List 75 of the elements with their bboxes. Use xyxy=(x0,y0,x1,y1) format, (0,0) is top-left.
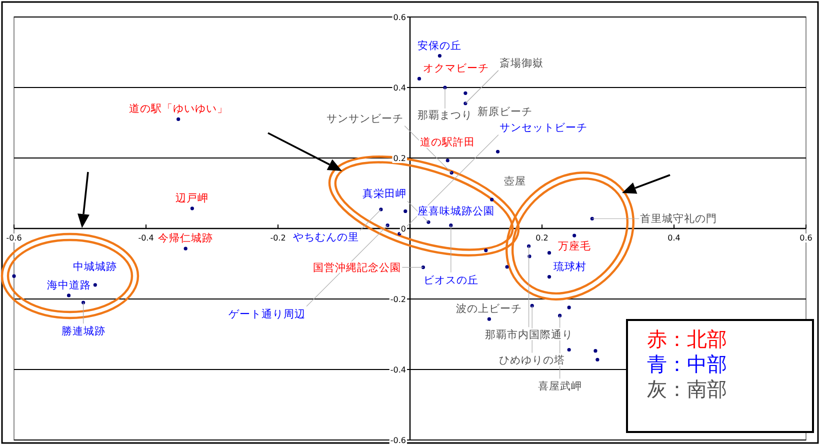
point xyxy=(12,274,16,278)
point xyxy=(505,265,509,269)
annotation: 今帰仁城跡 xyxy=(158,232,214,245)
point xyxy=(547,274,552,279)
annotation: 国営沖縄記念公園 xyxy=(313,260,402,274)
point xyxy=(558,314,562,318)
point xyxy=(417,76,422,80)
point xyxy=(184,246,188,250)
annotation: 那覇市内国際通り xyxy=(484,328,573,342)
point xyxy=(449,224,453,228)
point xyxy=(490,198,494,202)
annotation: オクマビーチ xyxy=(423,62,490,75)
x-tick-label: 0.6 xyxy=(800,234,812,242)
y-tick-label: 0.2 xyxy=(393,154,406,163)
point xyxy=(596,358,600,362)
point xyxy=(82,300,86,304)
point xyxy=(464,91,468,95)
annotation: 座喜味城跡公園 xyxy=(417,204,494,218)
point xyxy=(93,283,97,287)
point xyxy=(487,317,491,321)
point xyxy=(590,216,594,220)
point xyxy=(190,206,194,210)
point xyxy=(404,209,408,214)
point xyxy=(547,251,552,255)
annotation: サンサンビーチ xyxy=(326,112,404,125)
annotation: 灰：南部 xyxy=(647,377,727,401)
annotation: 安保の丘 xyxy=(418,38,462,52)
x-tick-label: -0.4 xyxy=(138,234,154,242)
legend-box: 赤：北部 青：中部 灰：南部 xyxy=(626,319,814,433)
annotation: 新原ビーチ xyxy=(477,105,532,118)
point xyxy=(594,349,598,353)
annotation: 壺屋 xyxy=(504,174,526,188)
y-tick-label: -0.6 xyxy=(390,436,406,445)
annotation: 赤：北部 xyxy=(647,327,727,351)
point xyxy=(567,348,571,352)
annotation: 道の駅「ゆいゆい」 xyxy=(128,103,228,116)
annotation: 海中道路 xyxy=(46,278,91,292)
x-tick-label: 0.4 xyxy=(668,234,680,242)
point xyxy=(527,244,531,248)
annotation: サンセットビーチ xyxy=(499,122,588,134)
annotation: 喜屋武岬 xyxy=(538,380,582,393)
annotation: ひめゆりの塔 xyxy=(499,354,566,367)
annotation: ビオスの丘 xyxy=(423,273,478,286)
annotation: 首里城守礼の門 xyxy=(640,212,718,226)
annotation: 勝連城跡 xyxy=(61,324,106,338)
point xyxy=(446,158,450,162)
annotation: 斎場御嶽 xyxy=(499,56,544,70)
annotation: 辺戸岬 xyxy=(176,191,209,204)
annotation: 那覇まつり xyxy=(417,110,472,122)
point xyxy=(496,150,500,154)
point xyxy=(438,54,442,58)
annotation: 万座毛 xyxy=(558,240,591,253)
y-tick-label: 0.6 xyxy=(393,13,406,22)
point xyxy=(484,248,488,252)
annotation: 青：中部 xyxy=(647,352,727,376)
point xyxy=(572,234,576,238)
x-tick-label: -0.6 xyxy=(6,234,22,242)
annotation: 琉球村 xyxy=(553,260,586,273)
y-tick-label: -0.2 xyxy=(390,295,406,304)
annotation: 波の上ビーチ xyxy=(456,302,522,316)
annotation: 中城城跡 xyxy=(73,260,118,273)
y-tick-label: -0.4 xyxy=(390,366,406,374)
x-tick-label: 0.2 xyxy=(536,234,548,242)
point xyxy=(66,294,71,298)
annotation: 道の駅許田 xyxy=(420,135,476,148)
annotation: 真栄田岬 xyxy=(362,187,406,200)
point xyxy=(421,265,425,270)
annotation: ゲート通り周辺 xyxy=(228,307,306,320)
x-tick-label: -0.2 xyxy=(270,234,286,242)
annotation: やちむんの里 xyxy=(292,231,359,244)
y-tick-label: 0.4 xyxy=(393,84,406,92)
point xyxy=(176,117,180,122)
point xyxy=(567,306,571,310)
point xyxy=(530,304,534,308)
y-tick-label: 0 xyxy=(400,224,406,234)
